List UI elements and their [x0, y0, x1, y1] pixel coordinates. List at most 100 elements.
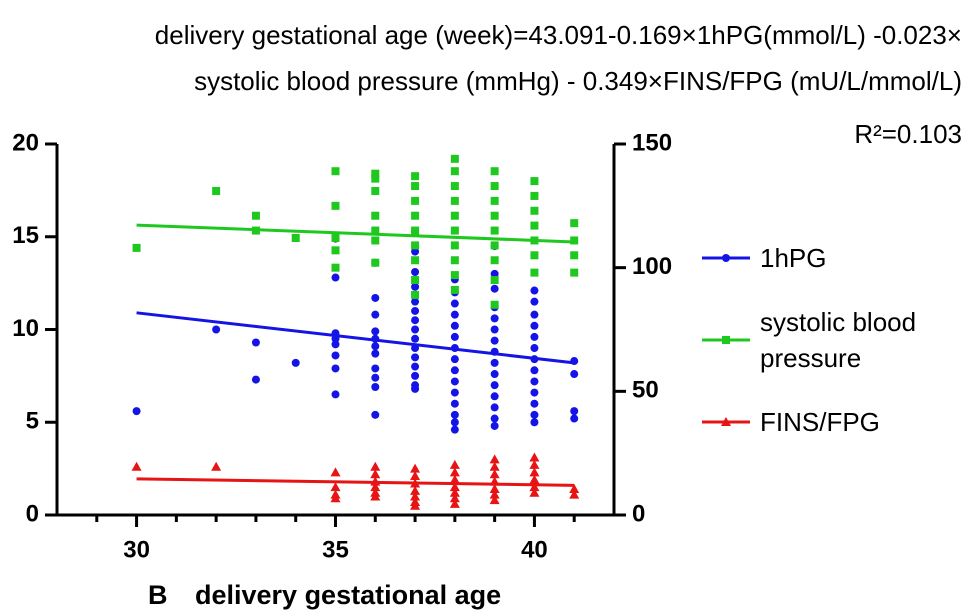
- point: [411, 267, 420, 276]
- point: [450, 167, 459, 176]
- point: [371, 186, 380, 195]
- point: [450, 241, 459, 250]
- legend-swatch: [702, 254, 750, 262]
- point: [411, 196, 420, 205]
- point: [450, 321, 459, 330]
- point: [490, 284, 499, 293]
- point: [490, 196, 499, 205]
- point: [330, 467, 341, 477]
- point: [450, 410, 459, 419]
- point: [570, 407, 579, 416]
- point: [530, 418, 539, 427]
- point: [490, 403, 499, 412]
- point: [450, 299, 459, 308]
- point: [490, 241, 499, 250]
- point: [450, 310, 459, 319]
- point: [330, 493, 341, 503]
- point: [449, 498, 460, 508]
- legend-item: 1hPG: [700, 240, 960, 276]
- point: [530, 321, 539, 330]
- point: [371, 211, 380, 220]
- point: [371, 236, 380, 245]
- y-tick-label: 15: [12, 222, 39, 249]
- point: [411, 306, 420, 315]
- y-tick-label: 10: [12, 315, 39, 342]
- point: [570, 251, 579, 260]
- point: [370, 491, 381, 501]
- point: [411, 282, 420, 291]
- point: [530, 366, 539, 375]
- point: [530, 177, 539, 186]
- point: [490, 256, 499, 265]
- legend-swatch: [702, 336, 750, 344]
- point: [212, 325, 221, 334]
- point: [450, 226, 459, 235]
- point: [411, 384, 420, 393]
- point: [251, 375, 260, 384]
- point: [411, 316, 420, 325]
- point: [410, 491, 421, 501]
- point: [530, 206, 539, 215]
- point: [490, 421, 499, 430]
- point: [450, 211, 459, 220]
- point: [530, 251, 539, 260]
- point: [450, 285, 459, 294]
- legend-item: systolic blood pressure: [700, 304, 960, 376]
- point: [450, 377, 459, 386]
- point: [490, 211, 499, 220]
- point: [489, 461, 500, 471]
- point: [411, 362, 420, 371]
- point: [490, 314, 499, 323]
- point: [411, 241, 420, 250]
- point: [450, 182, 459, 191]
- title-line: delivery gestational age (week)=43.091-0…: [155, 20, 962, 50]
- point: [529, 459, 540, 469]
- point: [411, 290, 420, 299]
- point: [371, 174, 380, 183]
- point: [331, 246, 340, 255]
- point: [569, 484, 580, 494]
- point: [450, 332, 459, 341]
- point: [410, 485, 421, 495]
- point: [371, 226, 380, 235]
- point: [291, 233, 300, 242]
- point: [449, 467, 460, 477]
- point: [411, 182, 420, 191]
- legend-swatch: [702, 417, 750, 426]
- point: [490, 358, 499, 367]
- point: [529, 467, 540, 477]
- point: [331, 263, 340, 272]
- point: [490, 370, 499, 379]
- point: [489, 489, 500, 499]
- point: [449, 487, 460, 497]
- point: [370, 461, 381, 471]
- point: [370, 482, 381, 492]
- fit-line: [136, 223, 575, 244]
- point: [489, 469, 500, 479]
- point: [331, 201, 340, 210]
- point: [330, 482, 341, 492]
- point: [411, 172, 420, 181]
- y2-tick-label: 100: [632, 253, 672, 280]
- point: [449, 493, 460, 503]
- point: [411, 353, 420, 362]
- point: [371, 327, 380, 336]
- point: [490, 226, 499, 235]
- point: [331, 340, 340, 349]
- point: [371, 364, 380, 373]
- point: [490, 414, 499, 423]
- point: [530, 191, 539, 200]
- point: [411, 325, 420, 334]
- point: [530, 268, 539, 277]
- point: [530, 286, 539, 295]
- point: [449, 482, 460, 492]
- point: [449, 459, 460, 469]
- point: [570, 219, 579, 228]
- point: [371, 373, 380, 382]
- y2-tick-label: 0: [632, 500, 645, 527]
- point: [530, 410, 539, 419]
- point: [410, 471, 421, 481]
- point: [722, 336, 730, 344]
- y-tick-label: 0: [26, 500, 39, 527]
